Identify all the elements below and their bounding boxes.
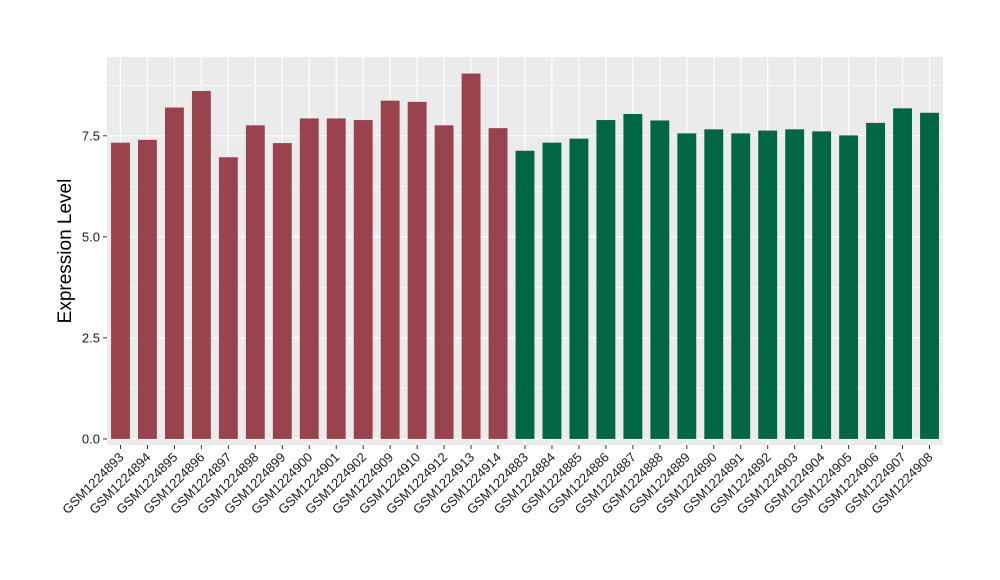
bar-GSM1224889 [677, 133, 697, 439]
bar-GSM1224909 [380, 100, 400, 439]
bar-GSM1224897 [218, 157, 238, 439]
bar-GSM1224906 [866, 122, 886, 439]
y-tick-label: 5.0 [82, 229, 100, 244]
bar-GSM1224900 [299, 118, 319, 439]
bar-GSM1224883 [515, 150, 535, 439]
y-tick-label: 2.5 [82, 330, 100, 345]
bar-GSM1224885 [569, 138, 589, 439]
bar-GSM1224893 [111, 142, 130, 439]
bar-GSM1224884 [542, 142, 562, 439]
bar-GSM1224907 [893, 108, 912, 439]
bar-GSM1224898 [245, 125, 265, 439]
bar-GSM1224891 [731, 133, 751, 439]
x-axis: GSM1224893GSM1224894GSM1224895GSM1224896… [59, 445, 936, 517]
bar-GSM1224903 [785, 129, 805, 439]
y-tick-label: 7.5 [82, 128, 100, 143]
bar-GSM1224912 [434, 125, 454, 439]
bar-GSM1224914 [488, 128, 508, 439]
bar-GSM1224895 [164, 107, 184, 439]
y-axis-title: Expression Level [55, 179, 76, 324]
bar-GSM1224902 [353, 120, 373, 439]
bar-GSM1224908 [920, 112, 939, 439]
bar-GSM1224890 [704, 129, 724, 439]
bar-GSM1224905 [839, 135, 859, 439]
bar-GSM1224888 [650, 120, 670, 439]
bar-GSM1224894 [138, 139, 157, 439]
y-tick-label: 0.0 [82, 431, 100, 446]
bar-GSM1224886 [596, 120, 616, 439]
bar-GSM1224901 [326, 118, 346, 439]
bar-GSM1224887 [623, 113, 643, 439]
bar-GSM1224899 [272, 143, 292, 439]
y-axis: 0.0 2.5 5.0 7.5 [82, 128, 107, 446]
bar-GSM1224913 [461, 73, 481, 439]
bar-GSM1224904 [812, 131, 832, 439]
bars [111, 73, 939, 439]
bar-GSM1224892 [758, 130, 778, 439]
bar-GSM1224910 [407, 101, 427, 439]
bar-GSM1224896 [191, 90, 211, 439]
